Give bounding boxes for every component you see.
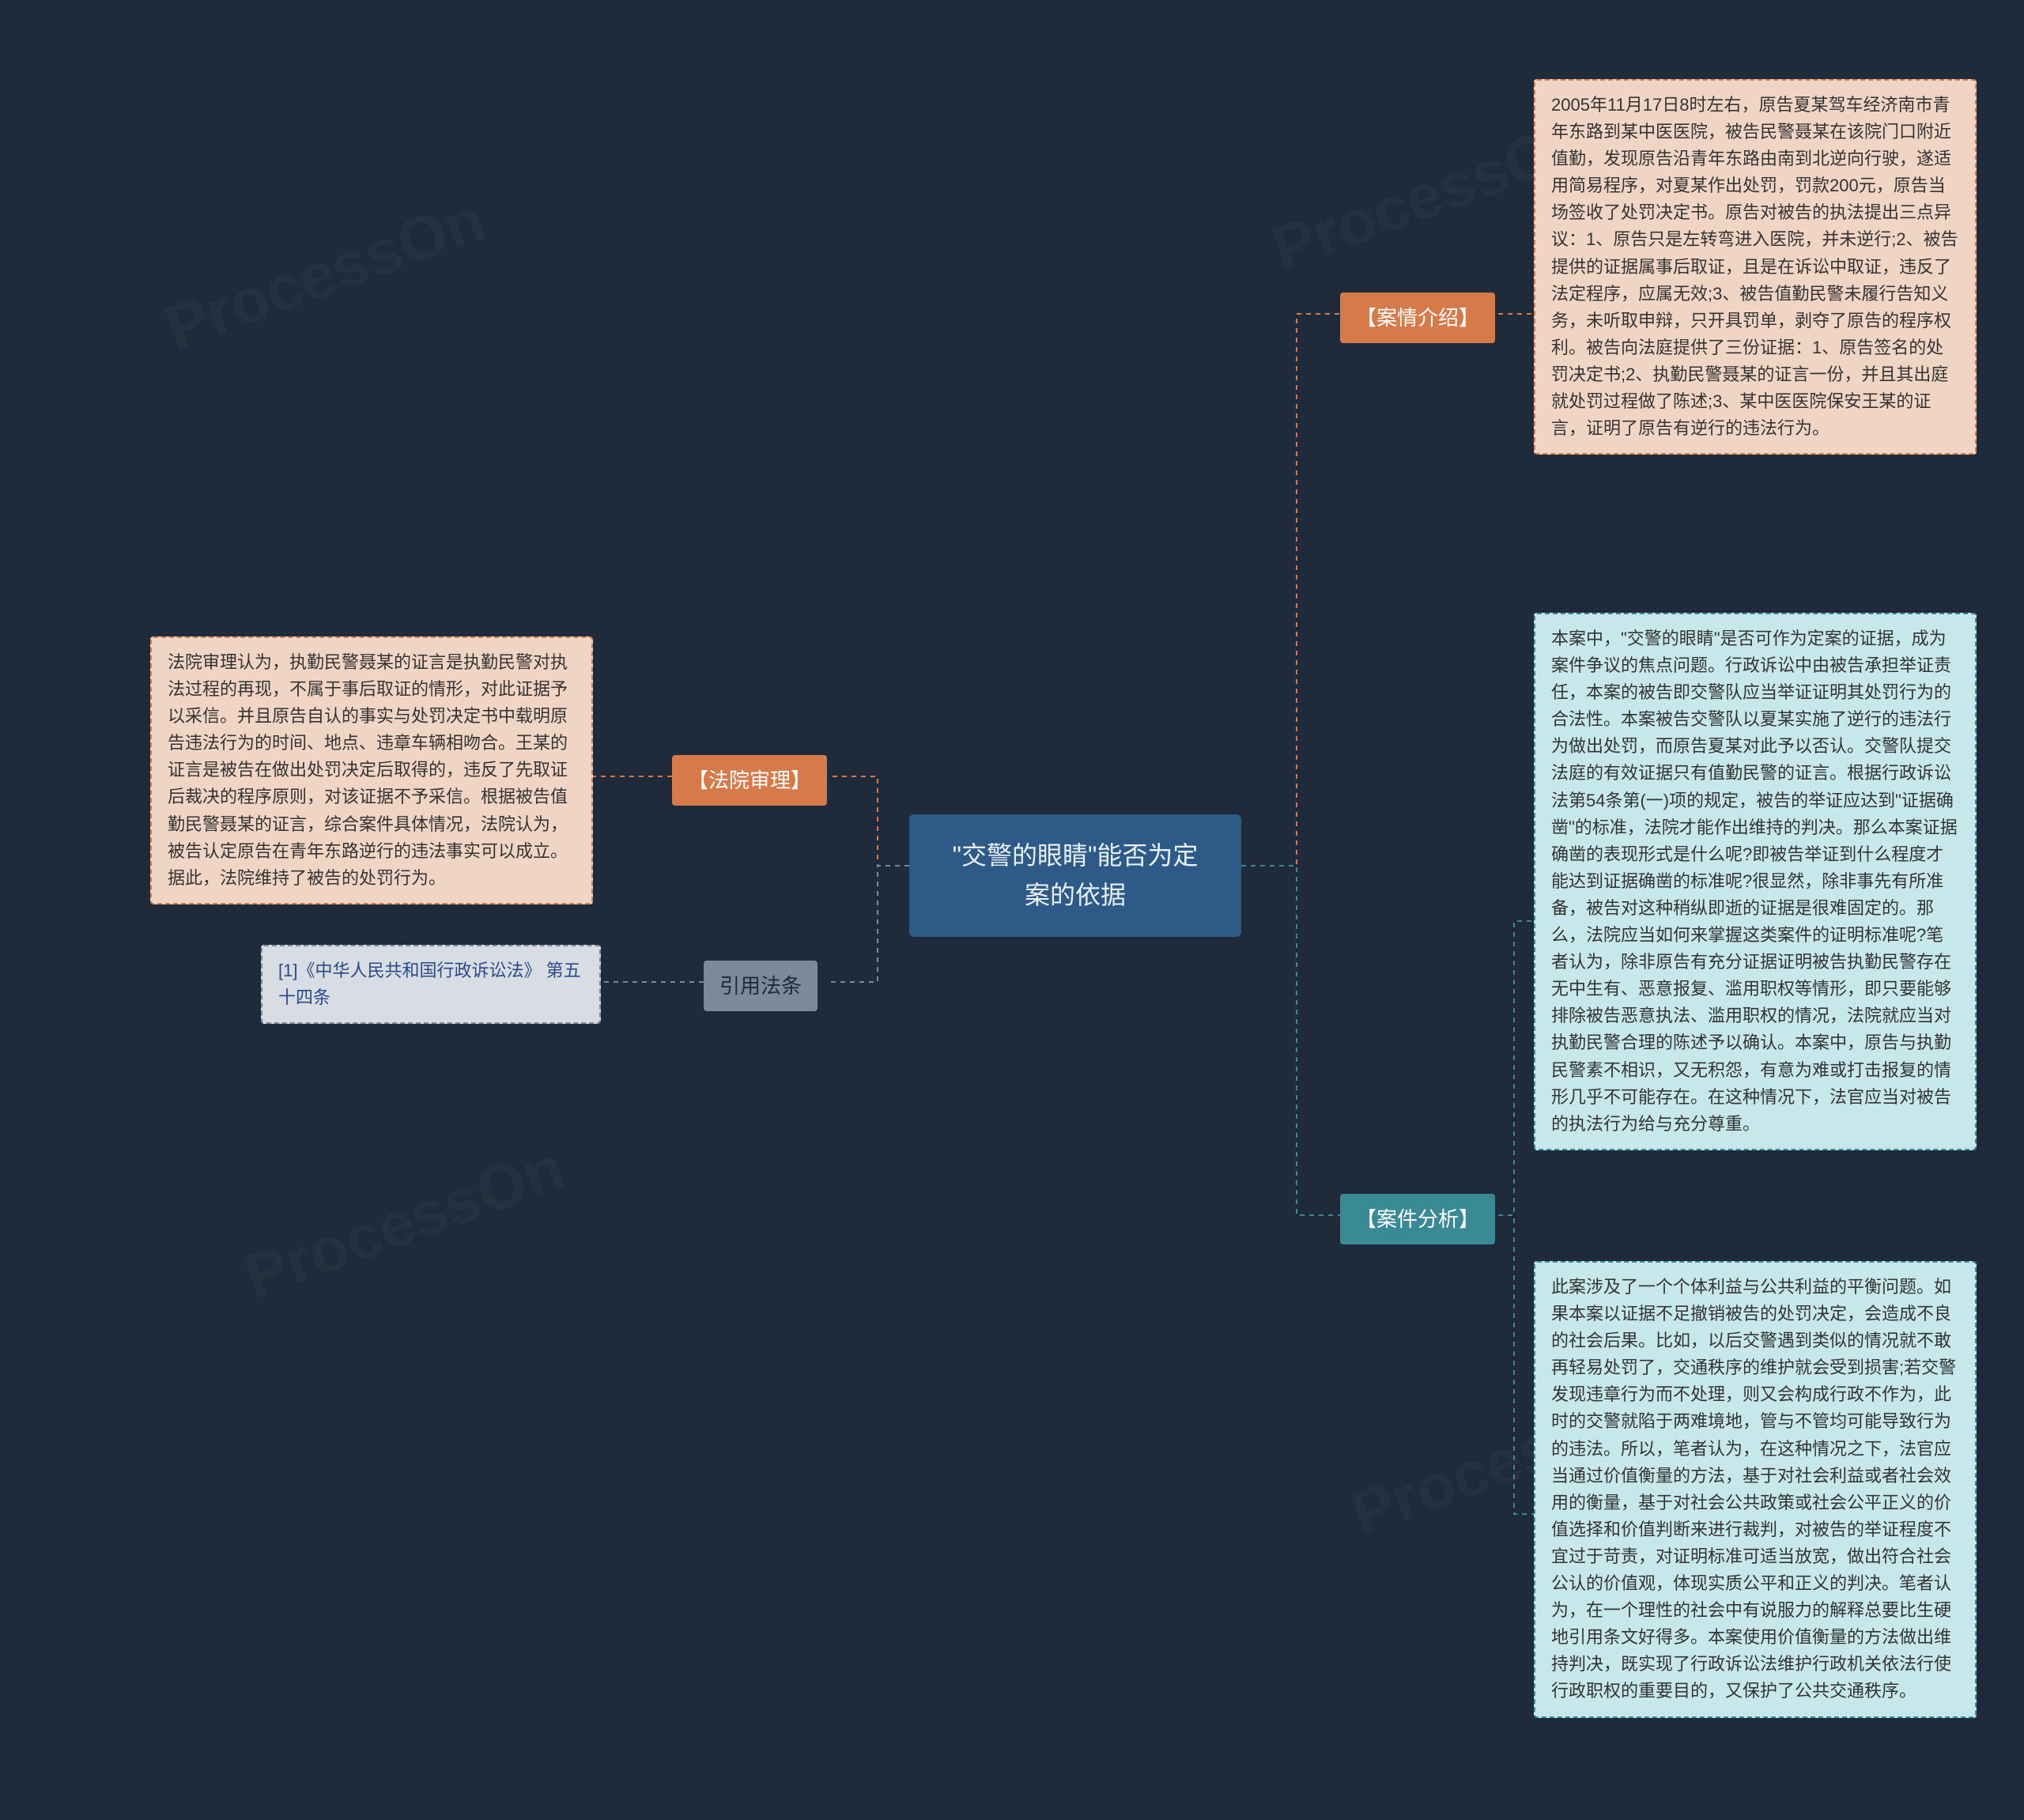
box-case-analysis-1: 本案中，"交警的眼睛"是否可作为定案的证据，成为案件争议的焦点问题。行政诉讼中由…	[1534, 613, 1977, 1150]
box-case-analysis-1-text: 本案中，"交警的眼睛"是否可作为定案的证据，成为案件争议的焦点问题。行政诉讼中由…	[1551, 629, 1958, 1134]
branch-case-analysis-label: 【案件分析】	[1356, 1207, 1479, 1231]
center-title-line1: "交警的眼睛"能否为定	[935, 836, 1216, 876]
branch-citation: 引用法条	[704, 961, 818, 1011]
branch-case-intro: 【案情介绍】	[1340, 293, 1495, 343]
box-case-intro: 2005年11月17日8时左右，原告夏某驾车经济南市青年东路到某中医医院，被告民…	[1534, 79, 1977, 455]
branch-court-review-label: 【法院审理】	[688, 768, 811, 792]
center-topic: "交警的眼睛"能否为定 案的依据	[909, 814, 1241, 937]
box-court-review-text: 法院审理认为，执勤民警聂某的证言是执勤民警对执法过程的再现，不属于事后取证的情形…	[168, 652, 568, 888]
box-case-analysis-2-text: 此案涉及了一个个体利益与公共利益的平衡问题。如果本案以证据不足撤销被告的处罚决定…	[1551, 1277, 1956, 1701]
watermark: ProcessOn	[156, 183, 494, 365]
branch-case-analysis: 【案件分析】	[1340, 1194, 1495, 1244]
watermark: ProcessOn	[235, 1131, 573, 1314]
branch-case-intro-label: 【案情介绍】	[1356, 306, 1479, 330]
branch-court-review: 【法院审理】	[672, 755, 827, 806]
box-court-review: 法院审理认为，执勤民警聂某的证言是执勤民警对执法过程的再现，不属于事后取证的情形…	[150, 636, 593, 904]
box-case-intro-text: 2005年11月17日8时左右，原告夏某驾车经济南市青年东路到某中医医院，被告民…	[1551, 95, 1958, 438]
box-citation: [1]《中华人民共和国行政诉讼法》 第五十四条	[261, 945, 601, 1024]
box-case-analysis-2: 此案涉及了一个个体利益与公共利益的平衡问题。如果本案以证据不足撤销被告的处罚决定…	[1534, 1261, 1977, 1718]
center-title-line2: 案的依据	[935, 876, 1216, 916]
box-citation-text: [1]《中华人民共和国行政诉讼法》 第五十四条	[278, 961, 581, 1007]
branch-citation-label: 引用法条	[719, 974, 802, 998]
